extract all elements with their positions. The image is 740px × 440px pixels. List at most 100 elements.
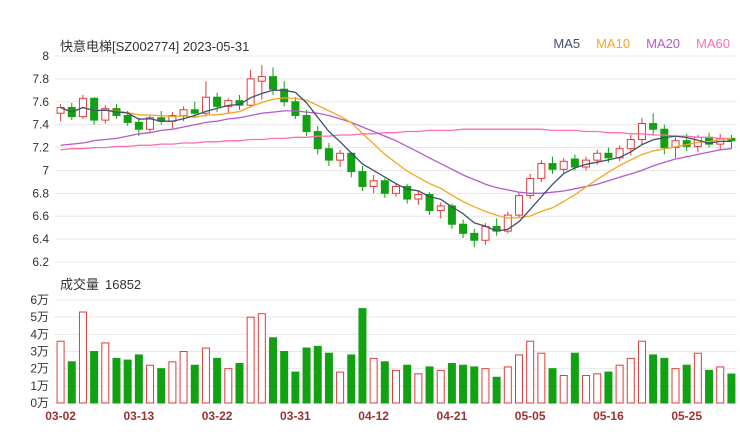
candle-body xyxy=(336,152,345,161)
candle-body xyxy=(246,78,255,106)
legend-ma10: MA10 xyxy=(596,36,631,51)
volume-bar xyxy=(235,363,244,404)
volume-bar xyxy=(582,375,591,404)
legend-ma20: MA20 xyxy=(646,36,681,51)
candle-body xyxy=(380,180,389,194)
candle-body xyxy=(593,152,602,161)
volume-bar xyxy=(213,357,222,404)
volume-bar xyxy=(705,369,714,404)
volume-bar xyxy=(604,371,613,404)
x-tick-label: 03-31 xyxy=(280,409,311,423)
candle-body xyxy=(90,97,99,121)
volume-label-text: 成交量 xyxy=(60,277,100,292)
price-tick-label: 7.4 xyxy=(32,118,49,132)
volume-bar xyxy=(324,352,333,404)
ma60-line xyxy=(60,128,732,151)
candle-body xyxy=(224,100,233,107)
candle-body xyxy=(324,148,333,161)
candle-body xyxy=(146,117,155,130)
candle-body xyxy=(447,205,456,225)
volume-bar xyxy=(201,347,210,404)
price-tick-label: 6.2 xyxy=(32,255,49,269)
legend-ma5: MA5 xyxy=(553,36,581,51)
volume-bar xyxy=(101,342,110,404)
x-tick-label: 05-25 xyxy=(671,409,702,423)
volume-bar xyxy=(168,361,177,404)
candle-body xyxy=(134,121,143,130)
price-tick-label: 7.6 xyxy=(32,95,49,109)
candle-body xyxy=(514,195,523,216)
volume-bar xyxy=(470,366,479,404)
volume-bar xyxy=(425,366,434,404)
candle-body xyxy=(257,76,266,82)
volume-bar xyxy=(123,359,132,404)
ma10-line xyxy=(60,97,732,219)
volume-bar xyxy=(146,364,155,404)
volume-bar xyxy=(660,357,669,404)
volume-bar xyxy=(56,340,65,404)
legend-ma60: MA60 xyxy=(696,36,730,51)
candle-body xyxy=(302,115,311,133)
price-tick-label: 7.8 xyxy=(32,72,49,86)
volume-bar xyxy=(649,354,658,404)
candle-body xyxy=(358,171,367,187)
candle-body xyxy=(436,205,445,212)
volume-bar xyxy=(190,364,199,404)
candle-body xyxy=(56,107,65,114)
volume-bar xyxy=(369,357,378,404)
volume-bar xyxy=(291,371,300,404)
candle-body xyxy=(201,96,210,114)
volume-tick-label: 4万 xyxy=(30,327,49,341)
candle-body xyxy=(570,158,579,168)
volume-bar xyxy=(514,354,523,404)
volume-bar xyxy=(447,363,456,404)
volume-bar xyxy=(380,361,389,404)
volume-bar xyxy=(492,376,501,404)
volume-bar xyxy=(615,364,624,404)
volume-bar xyxy=(112,357,121,404)
volume-bar xyxy=(727,373,736,404)
candle-body xyxy=(548,163,557,170)
candle-body xyxy=(649,123,658,130)
volume-bar xyxy=(179,351,188,404)
candle-body xyxy=(269,76,278,90)
candle-body xyxy=(459,223,468,234)
candle-body xyxy=(671,140,680,149)
volume-bar xyxy=(693,352,702,404)
volume-label: 成交量 16852 xyxy=(60,274,145,293)
volume-bar xyxy=(392,369,400,404)
volume-bar xyxy=(280,351,289,404)
candle-body xyxy=(101,108,110,121)
volume-bar xyxy=(682,364,691,404)
volume-bar xyxy=(626,357,635,404)
candle-body xyxy=(537,163,546,179)
volume-bar xyxy=(526,340,535,404)
candle-body xyxy=(425,193,434,212)
price-tick-label: 6.6 xyxy=(32,209,49,223)
volume-bar xyxy=(157,368,166,404)
ma-legend: MA5 MA10 MA20 MA60 xyxy=(537,36,730,51)
volume-bar xyxy=(548,368,557,404)
x-tick-label: 04-21 xyxy=(437,409,468,423)
x-tick-label: 03-02 xyxy=(45,409,76,423)
volume-tick-label: 6万 xyxy=(30,293,49,307)
volume-tick-label: 1万 xyxy=(30,379,49,393)
candle-body xyxy=(179,109,188,117)
volume-bar xyxy=(570,352,579,404)
candle-body xyxy=(559,160,568,170)
volume-tick-label: 3万 xyxy=(30,345,49,359)
price-tick-label: 6.4 xyxy=(32,232,49,246)
volume-bar xyxy=(257,313,266,404)
volume-bar xyxy=(537,352,546,404)
candle-body xyxy=(526,177,535,197)
candle-body xyxy=(313,131,322,150)
volume-bar xyxy=(246,316,255,404)
candle-body xyxy=(291,101,300,117)
volume-bar xyxy=(90,351,99,404)
volume-tick-label: 0万 xyxy=(30,396,49,410)
volume-bar xyxy=(671,368,680,404)
candle-body xyxy=(403,185,412,200)
volume-bar xyxy=(313,345,322,404)
candle-body xyxy=(604,152,613,159)
